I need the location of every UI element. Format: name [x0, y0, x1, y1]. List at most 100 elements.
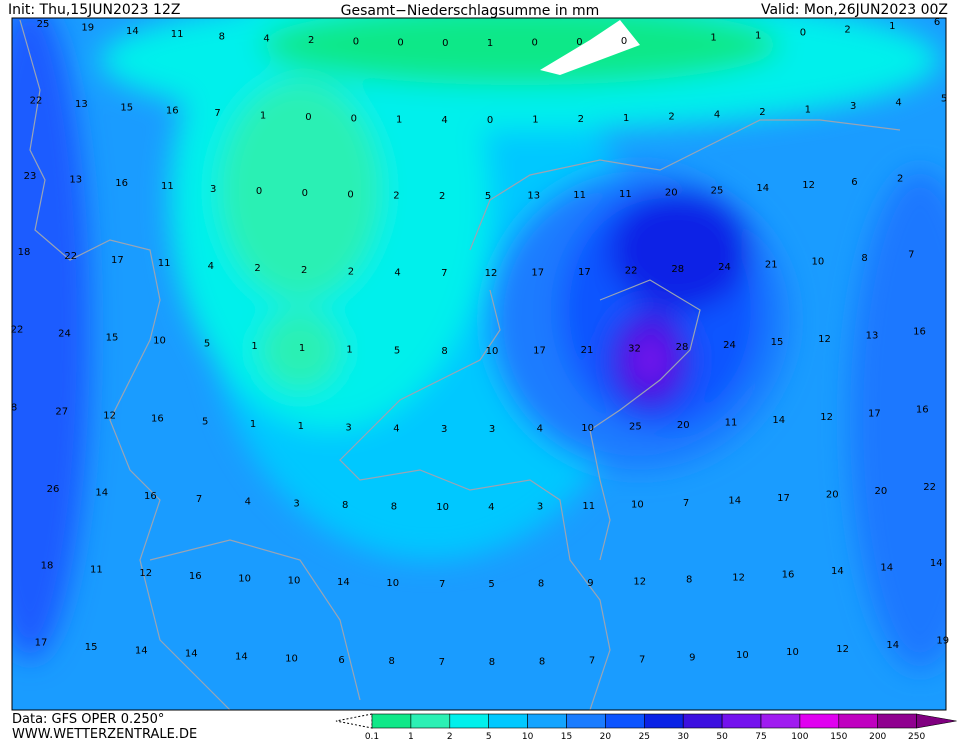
value-label: 24 — [723, 340, 736, 351]
value-label: 5 — [941, 94, 947, 105]
value-label: 1 — [396, 114, 402, 125]
value-label: 12 — [820, 412, 833, 423]
value-label: 13 — [75, 99, 88, 110]
value-label: 2 — [439, 191, 445, 202]
value-label: 28 — [676, 342, 689, 353]
value-label: 10 — [631, 500, 644, 511]
value-label: 25 — [629, 422, 642, 433]
value-labels: 25 19 14 11 8 4 2 0 0 0 1 0 0 0 1 1 0 2 1 622 13 15 16 7 1 0 0 1 4 0 1… — [11, 17, 950, 668]
value-label: 11 — [171, 29, 184, 40]
value-label: 8 — [441, 346, 447, 357]
value-label: 10 — [486, 346, 499, 357]
value-label: 8 — [389, 656, 395, 667]
value-label: 21 — [765, 260, 778, 271]
value-label: 16 — [782, 570, 795, 581]
value-label: 5 — [202, 416, 208, 427]
value-label: 0 — [532, 38, 538, 49]
value-label: 16 — [144, 491, 157, 502]
value-label: 7 — [589, 656, 595, 667]
value-label: 16 — [916, 404, 929, 415]
value-label: 11 — [158, 258, 171, 269]
value-label: 2 — [578, 114, 584, 125]
value-label: 8 — [489, 657, 495, 668]
value-label: 14 — [756, 183, 769, 194]
value-label: 0 — [800, 28, 806, 39]
value-label: 2 — [348, 266, 354, 277]
value-label: 20 — [665, 187, 678, 198]
value-label: 25 — [37, 19, 50, 30]
value-label: 2 — [759, 107, 765, 118]
value-label: 3 — [489, 424, 495, 435]
precip-field — [12, 18, 946, 710]
value-label: 12 — [836, 644, 849, 655]
value-label: 22 — [923, 482, 936, 493]
value-label: 28 — [671, 264, 684, 275]
value-label: 16 — [151, 414, 164, 425]
value-label: 1 — [710, 33, 716, 44]
value-label: 25 — [711, 185, 724, 196]
value-label: 2 — [393, 190, 399, 201]
legend-swatch — [488, 713, 528, 729]
value-label: 8 — [11, 402, 17, 413]
value-label: 12 — [732, 572, 745, 583]
value-label: 11 — [582, 501, 595, 512]
value-label: 4 — [263, 33, 269, 44]
value-label: 4 — [537, 424, 543, 435]
value-label: 10 — [581, 423, 594, 434]
legend-swatch — [799, 713, 840, 729]
value-label: 17 — [578, 267, 591, 278]
data-source: Data: GFS OPER 0.250° — [12, 712, 164, 727]
value-label: 14 — [95, 488, 108, 499]
legend-swatch — [682, 713, 723, 729]
value-label: 22 — [625, 266, 638, 277]
value-label: 13 — [866, 331, 879, 342]
legend-tick-label: 200 — [869, 732, 886, 741]
legend-swatch — [449, 713, 489, 729]
value-label: 7 — [639, 654, 645, 665]
value-label: 1 — [251, 341, 257, 352]
value-label: 9 — [689, 653, 695, 664]
value-label: 14 — [337, 577, 350, 588]
value-label: 9 — [587, 578, 593, 589]
value-label: 11 — [573, 190, 586, 201]
value-label: 1 — [805, 104, 811, 115]
value-label: 0 — [442, 38, 448, 49]
value-label: 1 — [346, 344, 352, 355]
value-label: 12 — [139, 568, 152, 579]
value-label: 17 — [777, 493, 790, 504]
value-label: 24 — [58, 329, 71, 340]
value-label: 22 — [64, 251, 77, 262]
value-label: 15 — [106, 333, 119, 344]
value-label: 7 — [214, 108, 220, 119]
value-label: 4 — [895, 98, 901, 109]
value-label: 2 — [301, 265, 307, 276]
value-label: 14 — [185, 649, 198, 660]
value-label: 11 — [161, 181, 174, 192]
value-label: 0 — [621, 36, 627, 47]
map-title: Gesamt−Niederschlagsumme in mm — [341, 3, 600, 19]
value-label: 16 — [913, 327, 926, 338]
value-label: 10 — [786, 647, 799, 658]
value-label: 14 — [772, 415, 785, 426]
value-label: 8 — [391, 501, 397, 512]
legend-arrow-high — [916, 713, 957, 729]
value-label: 10 — [436, 502, 449, 513]
value-label: 6 — [934, 17, 940, 28]
value-label: 5 — [485, 191, 491, 202]
value-label: 20 — [826, 490, 839, 501]
value-label: 4 — [714, 109, 720, 120]
legend-tick-label: 1 — [408, 732, 414, 741]
value-label: 10 — [736, 650, 749, 661]
value-label: 3 — [537, 502, 543, 513]
value-label: 22 — [11, 325, 24, 336]
value-label: 0 — [351, 113, 357, 124]
site-url: WWW.WETTERZENTRALE.DE — [12, 727, 197, 741]
value-label: 14 — [135, 646, 148, 657]
legend-swatch — [877, 713, 917, 729]
value-label: 3 — [441, 424, 447, 435]
value-label: 10 — [386, 578, 399, 589]
value-label: 18 — [18, 247, 31, 258]
value-label: 12 — [818, 334, 831, 345]
legend-tick-label: 250 — [908, 732, 925, 741]
value-label: 8 — [538, 579, 544, 590]
